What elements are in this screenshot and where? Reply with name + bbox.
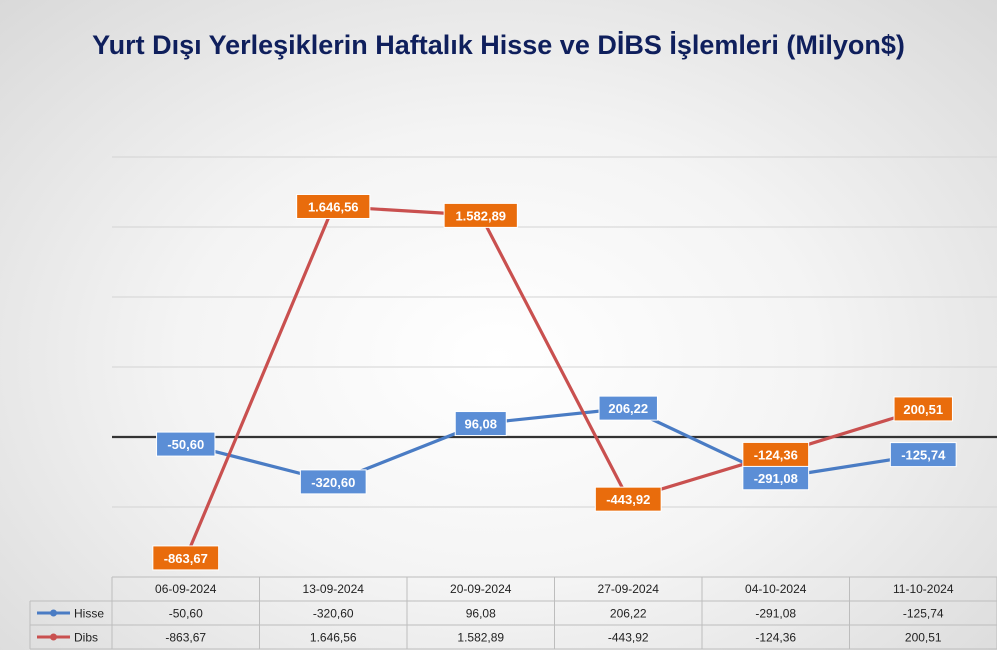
data-label-text: -320,60 — [311, 475, 355, 490]
data-label-text: -443,92 — [606, 492, 650, 507]
legend-key-marker — [50, 609, 57, 617]
data-label-text: -124,36 — [754, 447, 798, 462]
data-label-dibs: -124,36 — [742, 441, 810, 467]
data-label-hisse: -320,60 — [299, 469, 367, 495]
data-label-box — [156, 431, 216, 457]
data-label-box — [594, 486, 662, 512]
data-label-hisse: -291,08 — [742, 465, 810, 491]
data-label-text: 1.582,89 — [455, 208, 506, 223]
data-label-box — [296, 193, 371, 219]
table-cell-value: -124,36 — [755, 631, 796, 645]
table-cell-value: 96,08 — [466, 607, 496, 621]
data-label-hisse: -125,74 — [889, 442, 957, 468]
data-label-box — [742, 441, 810, 467]
data-label-dibs: 200,51 — [893, 396, 953, 422]
data-label-box — [598, 395, 658, 421]
chart-title: Yurt Dışı Yerleşiklerin Haftalık Hisse v… — [92, 30, 905, 60]
legend-series-name: Hisse — [74, 607, 104, 621]
legend-series-name: Dibs — [74, 631, 98, 645]
data-label-box — [152, 545, 220, 571]
data-label-hisse: 96,08 — [454, 411, 507, 437]
table-category-label: 20-09-2024 — [450, 582, 512, 596]
data-label-box — [454, 411, 507, 437]
table-cell-value: 206,22 — [610, 607, 647, 621]
data-label-dibs: 1.646,56 — [296, 193, 371, 219]
table-cell-value: -291,08 — [755, 607, 796, 621]
data-label-text: 206,22 — [608, 401, 648, 416]
data-label-box — [742, 465, 810, 491]
table-cell-value: -50,60 — [169, 607, 203, 621]
data-label-dibs: 1.582,89 — [443, 202, 518, 228]
data-label-text: -125,74 — [901, 448, 946, 463]
data-label-text: -291,08 — [754, 471, 798, 486]
table-cell-value: 1.646,56 — [310, 631, 357, 645]
table-cell-value: -320,60 — [313, 607, 354, 621]
table-cell-value: 200,51 — [905, 631, 942, 645]
table-category-label: 06-09-2024 — [155, 582, 217, 596]
table-cell-value: -443,92 — [608, 631, 649, 645]
data-label-text: 96,08 — [464, 417, 497, 432]
data-label-text: -863,67 — [164, 551, 208, 566]
data-label-text: -50,60 — [167, 437, 204, 452]
data-label-hisse: 206,22 — [598, 395, 658, 421]
data-label-box — [889, 442, 957, 468]
data-label-hisse: -50,60 — [156, 431, 216, 457]
series-line-dibs — [184, 204, 924, 559]
data-label-box — [299, 469, 367, 495]
table-cell-value: -863,67 — [165, 631, 206, 645]
legend-key-marker — [50, 633, 57, 641]
table-cell-value: -125,74 — [903, 607, 944, 621]
data-label-dibs: -443,92 — [594, 486, 662, 512]
data-label-text: 200,51 — [903, 402, 943, 417]
data-label-box — [443, 202, 518, 228]
table-category-label: 27-09-2024 — [598, 582, 660, 596]
table-category-label: 11-10-2024 — [893, 582, 954, 596]
table-cell-value: 1.582,89 — [457, 631, 504, 645]
table-category-label: 04-10-2024 — [745, 582, 807, 596]
series-line-hisse — [185, 406, 924, 484]
table-category-label: 13-09-2024 — [303, 582, 365, 596]
data-label-text: 1.646,56 — [308, 199, 359, 214]
data-label-box — [893, 396, 953, 422]
data-label-dibs: -863,67 — [152, 545, 220, 571]
